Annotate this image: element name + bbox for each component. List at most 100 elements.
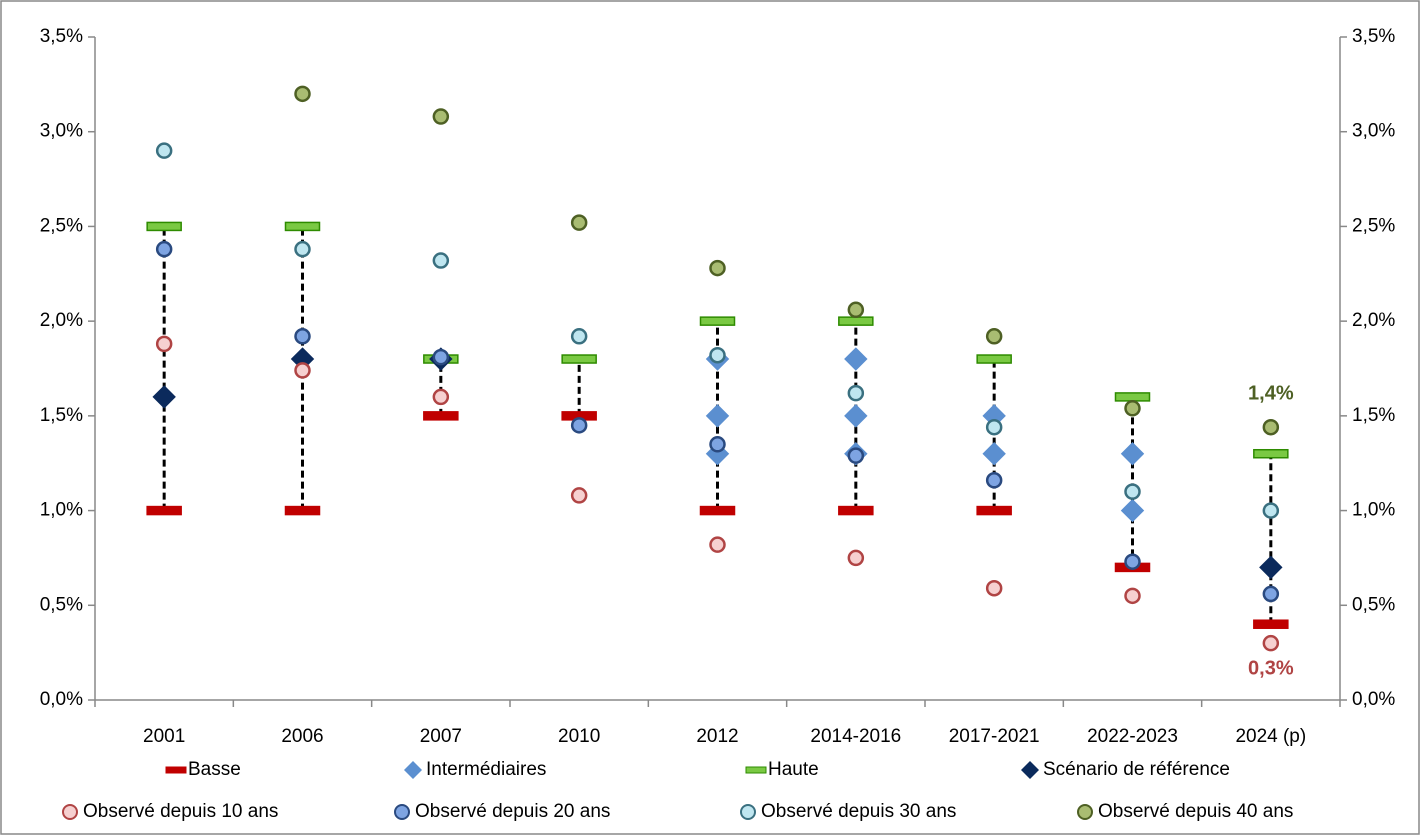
circle-marker [847, 549, 865, 567]
legend-swatch [165, 766, 187, 774]
dash-marker [561, 354, 597, 364]
legend-item: Observé depuis 30 ans [740, 801, 956, 822]
y2-tick-label: 2,0% [1352, 310, 1395, 331]
circle-marker [1262, 418, 1280, 436]
y-tick-label: 0,0% [40, 689, 83, 710]
dash-marker [284, 221, 321, 232]
x-tick-label: 2012 [696, 726, 738, 747]
legend-label: Intermédiaires [426, 759, 546, 780]
dash-marker [1253, 448, 1289, 459]
y-tick-label: 2,5% [40, 215, 83, 236]
circle-marker [709, 259, 726, 277]
diamond-marker [844, 404, 868, 428]
y2-tick-label: 0,0% [1352, 689, 1395, 710]
legend-label: Observé depuis 40 ans [1098, 801, 1293, 822]
dash-marker [838, 505, 874, 516]
circle-marker [294, 328, 311, 345]
dash-marker [423, 411, 459, 421]
legend-label: Observé depuis 10 ans [83, 801, 278, 822]
y-tick-label: 1,0% [40, 500, 83, 521]
diamond-marker [982, 442, 1006, 466]
circle-marker [294, 240, 311, 258]
circle-marker [985, 472, 1003, 489]
circle-marker [155, 142, 173, 159]
y2-tick-label: 3,0% [1352, 121, 1395, 142]
x-tick-label: 2014-2016 [810, 726, 901, 747]
circle-marker [432, 108, 450, 125]
circle-marker [1262, 502, 1280, 519]
dash-marker [1253, 619, 1289, 629]
circle-marker [847, 384, 865, 402]
legend-swatch [62, 804, 78, 820]
value-label: 1,4% [1248, 383, 1294, 405]
legend-item: Observé depuis 10 ans [62, 801, 278, 822]
circle-marker [432, 348, 450, 366]
y-tick-label: 1,5% [40, 405, 83, 426]
legend-item: Haute [745, 759, 819, 780]
circle-marker [1124, 400, 1141, 417]
legend-item: Observé depuis 40 ans [1077, 801, 1293, 822]
legend-swatch [740, 804, 756, 820]
dash-marker [146, 505, 182, 516]
legend-swatch [1077, 804, 1093, 820]
diamond-marker [1120, 442, 1145, 466]
legend-swatch [394, 804, 410, 820]
circle-marker [1124, 553, 1141, 570]
dash-marker [699, 316, 736, 326]
circle-marker [1124, 483, 1141, 500]
y2-tick-label: 3,5% [1352, 26, 1395, 47]
y-tick-label: 2,0% [40, 310, 83, 331]
x-tick-label: 2010 [558, 726, 600, 747]
y2-tick-label: 1,0% [1352, 500, 1395, 521]
circle-marker [1124, 587, 1141, 605]
circle-marker [294, 362, 311, 379]
value-label: 0,3% [1248, 657, 1294, 679]
circle-marker [432, 388, 450, 406]
dash-marker [976, 505, 1012, 516]
circle-marker [709, 536, 726, 553]
circle-marker [709, 436, 726, 453]
dash-marker [146, 221, 182, 232]
y-tick-label: 3,0% [40, 121, 83, 142]
legend-swatch [1021, 761, 1039, 779]
circle-marker [847, 301, 865, 319]
circle-marker [570, 214, 588, 231]
diamond-marker [705, 404, 730, 428]
circle-marker [985, 418, 1003, 436]
circle-marker [847, 447, 865, 464]
dash-marker [1114, 392, 1151, 402]
circle-marker [985, 328, 1003, 345]
circle-marker [570, 487, 588, 504]
dash-marker [976, 354, 1012, 364]
circle-marker [1262, 585, 1280, 603]
dash-marker [838, 316, 874, 326]
legend-item: Scénario de référence [1021, 759, 1230, 780]
circle-marker [155, 240, 173, 258]
y-tick-label: 0,5% [40, 594, 83, 615]
legend-swatch [404, 761, 422, 779]
y-tick-label: 3,5% [40, 26, 83, 47]
circle-marker [1262, 634, 1280, 652]
circle-marker [985, 579, 1003, 597]
circle-marker [570, 328, 588, 345]
x-tick-label: 2022-2023 [1087, 726, 1178, 747]
diamond-marker [844, 347, 868, 371]
legend-item: Basse [165, 759, 241, 780]
legend-label: Haute [768, 759, 819, 780]
x-tick-label: 2007 [420, 726, 462, 747]
x-tick-label: 2017-2021 [949, 726, 1040, 747]
dash-marker [699, 505, 736, 516]
diamond-marker [1120, 498, 1145, 523]
legend-item: Intermédiaires [404, 759, 546, 780]
circle-marker [155, 335, 173, 353]
y2-tick-label: 1,5% [1352, 405, 1395, 426]
dash-marker [284, 505, 321, 516]
x-tick-label: 2001 [143, 726, 185, 747]
legend-label: Observé depuis 30 ans [761, 801, 956, 822]
x-tick-label: 2024 (p) [1235, 726, 1306, 747]
legend-label: Basse [188, 759, 241, 780]
x-tick-label: 2006 [281, 726, 323, 747]
legend-item: Observé depuis 20 ans [394, 801, 610, 822]
